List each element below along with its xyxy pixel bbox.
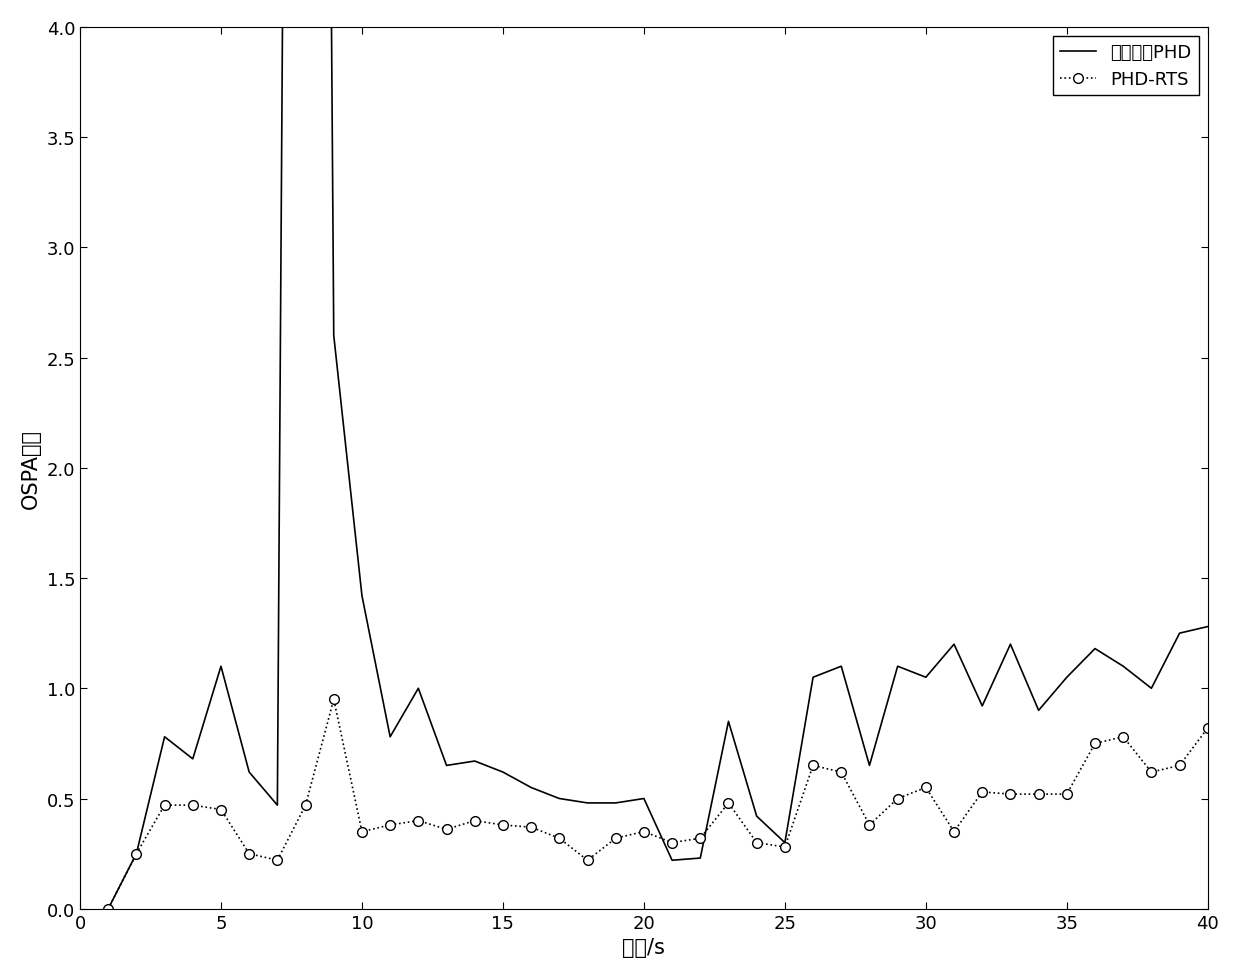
PHD-RTS xyxy=(213,804,228,816)
PHD-RTS xyxy=(1003,788,1018,800)
Y-axis label: OSPA距离: OSPA距离 xyxy=(21,428,41,509)
关联后的PHD xyxy=(496,767,511,778)
关联后的PHD xyxy=(100,903,115,914)
关联后的PHD xyxy=(777,837,792,849)
关联后的PHD xyxy=(919,672,934,684)
关联后的PHD xyxy=(1032,705,1047,717)
PHD-RTS xyxy=(467,815,482,826)
关联后的PHD xyxy=(1003,639,1018,650)
关联后的PHD xyxy=(242,767,257,778)
X-axis label: 时间/s: 时间/s xyxy=(622,937,666,957)
Legend: 关联后的PHD, PHD-RTS: 关联后的PHD, PHD-RTS xyxy=(1053,37,1199,96)
PHD-RTS xyxy=(298,799,312,811)
PHD-RTS xyxy=(693,832,708,844)
关联后的PHD xyxy=(326,331,341,342)
PHD-RTS xyxy=(523,822,538,833)
PHD-RTS xyxy=(355,825,370,837)
PHD-RTS xyxy=(919,781,934,793)
关联后的PHD xyxy=(665,855,680,867)
关联后的PHD xyxy=(636,793,651,805)
关联后的PHD xyxy=(467,755,482,767)
关联后的PHD xyxy=(1200,621,1215,633)
PHD-RTS xyxy=(100,903,115,914)
关联后的PHD xyxy=(439,760,454,772)
PHD-RTS xyxy=(1059,788,1074,800)
关联后的PHD xyxy=(270,799,285,811)
PHD-RTS xyxy=(720,797,735,809)
PHD-RTS xyxy=(242,848,257,860)
PHD-RTS xyxy=(1087,737,1102,749)
PHD-RTS xyxy=(1172,760,1187,772)
关联后的PHD xyxy=(1087,644,1102,655)
关联后的PHD xyxy=(890,661,905,673)
PHD-RTS xyxy=(665,837,680,849)
PHD-RTS xyxy=(890,793,905,805)
关联后的PHD xyxy=(1059,672,1074,684)
PHD-RTS xyxy=(609,832,624,844)
关联后的PHD xyxy=(1172,628,1187,640)
关联后的PHD xyxy=(580,797,595,809)
关联后的PHD xyxy=(975,700,990,712)
PHD-RTS xyxy=(636,825,651,837)
PHD-RTS xyxy=(749,837,764,849)
关联后的PHD xyxy=(693,852,708,864)
Line: 关联后的PHD: 关联后的PHD xyxy=(108,0,1208,909)
关联后的PHD xyxy=(1145,683,1159,694)
关联后的PHD xyxy=(213,661,228,673)
Line: PHD-RTS: PHD-RTS xyxy=(103,694,1213,913)
PHD-RTS xyxy=(157,799,172,811)
关联后的PHD xyxy=(552,793,567,805)
PHD-RTS xyxy=(777,841,792,853)
关联后的PHD xyxy=(383,732,398,743)
关联后的PHD xyxy=(129,848,144,860)
关联后的PHD xyxy=(720,716,735,728)
关联后的PHD xyxy=(806,672,821,684)
PHD-RTS xyxy=(946,825,961,837)
关联后的PHD xyxy=(185,753,200,765)
PHD-RTS xyxy=(439,823,454,835)
PHD-RTS xyxy=(975,786,990,798)
PHD-RTS xyxy=(1032,788,1047,800)
PHD-RTS xyxy=(185,799,200,811)
PHD-RTS xyxy=(806,760,821,772)
PHD-RTS xyxy=(580,855,595,867)
PHD-RTS xyxy=(552,832,567,844)
关联后的PHD xyxy=(749,811,764,822)
关联后的PHD xyxy=(946,639,961,650)
PHD-RTS xyxy=(1116,732,1131,743)
关联后的PHD xyxy=(523,781,538,793)
关联后的PHD xyxy=(609,797,624,809)
PHD-RTS xyxy=(270,855,285,867)
PHD-RTS xyxy=(496,820,511,831)
关联后的PHD xyxy=(157,732,172,743)
PHD-RTS xyxy=(129,848,144,860)
PHD-RTS xyxy=(862,820,877,831)
PHD-RTS xyxy=(1200,723,1215,734)
PHD-RTS xyxy=(1145,767,1159,778)
关联后的PHD xyxy=(862,760,877,772)
关联后的PHD xyxy=(1116,661,1131,673)
PHD-RTS xyxy=(410,815,425,826)
PHD-RTS xyxy=(383,820,398,831)
PHD-RTS xyxy=(326,693,341,705)
关联后的PHD xyxy=(410,683,425,694)
关联后的PHD xyxy=(833,661,848,673)
关联后的PHD xyxy=(355,590,370,601)
PHD-RTS xyxy=(833,767,848,778)
